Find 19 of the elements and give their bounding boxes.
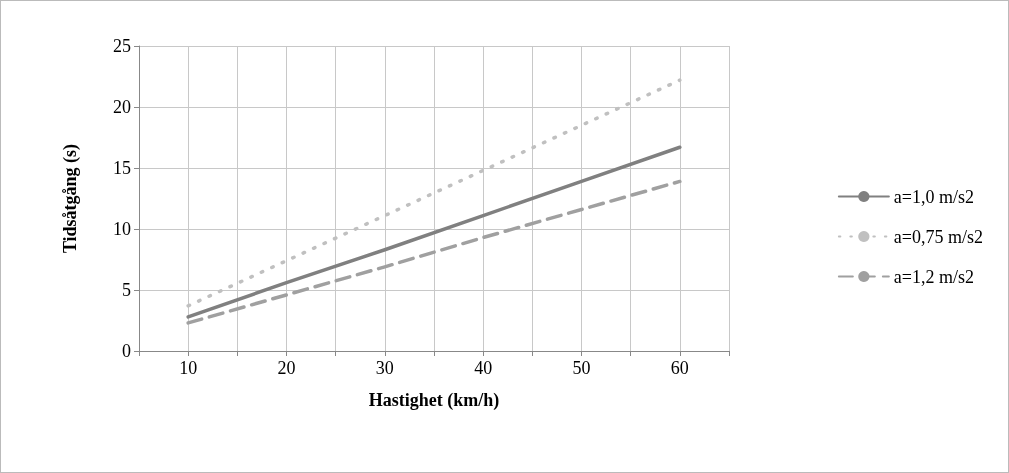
y-tick-label: 15 — [113, 158, 131, 178]
y-tick-label: 0 — [122, 341, 131, 361]
x-tick-label: 60 — [670, 358, 689, 378]
y-tick-label: 25 — [113, 36, 131, 56]
x-tick-label: 40 — [474, 358, 493, 378]
line-series — [186, 179, 682, 325]
legend-label: a=1,0 m/s2 — [893, 186, 975, 207]
line-series — [186, 145, 682, 319]
legend-label: a=0,75 m/s2 — [893, 226, 984, 247]
x-tick-label: 10 — [179, 358, 198, 378]
x-tick-label: 50 — [572, 358, 591, 378]
y-tick-label: 20 — [113, 97, 131, 117]
y-tick-label: 10 — [113, 219, 131, 239]
y-tick-label: 5 — [122, 280, 131, 300]
x-tick-label: 30 — [375, 358, 394, 378]
x-axis-title: Hastighet (km/h) — [368, 390, 500, 411]
legend-label: a=1,2 m/s2 — [893, 266, 975, 287]
x-tick-label: 20 — [277, 358, 296, 378]
y-axis-title: Tidsåtgång (s) — [60, 143, 81, 254]
